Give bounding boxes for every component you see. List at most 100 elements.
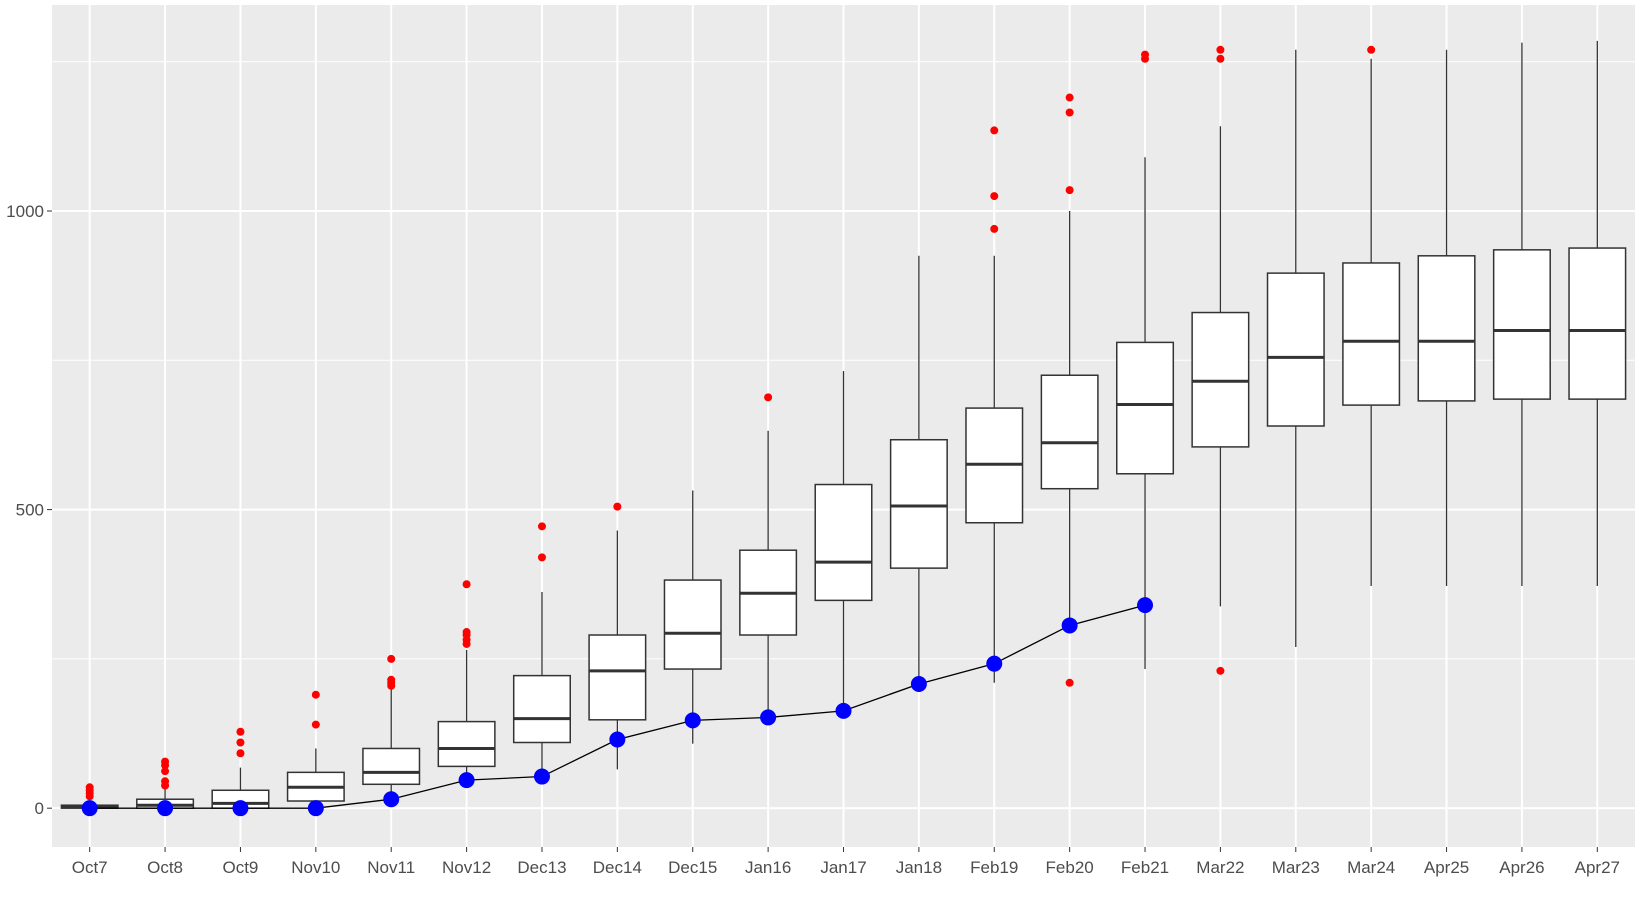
outlier-point <box>537 522 546 531</box>
box-body <box>588 634 647 721</box>
box-body <box>1568 247 1627 400</box>
box-body <box>437 720 496 768</box>
series-point <box>458 772 475 789</box>
outlier-point <box>1065 678 1074 687</box>
box-body <box>663 579 722 670</box>
series-point <box>684 712 701 729</box>
outlier-point <box>236 727 245 736</box>
axes: 0 500 1000 Oct7 Oct8 Oct9 Nov10 Nov11 Nov12 Dec13… <box>6 202 1620 877</box>
outlier-point <box>462 580 471 589</box>
box-apr25 <box>1417 49 1476 587</box>
series-point <box>307 800 324 817</box>
x-tick-label: Oct7 <box>72 858 108 877</box>
outlier-point <box>462 628 471 637</box>
outlier-point <box>1367 45 1376 54</box>
outlier-point <box>1065 93 1074 102</box>
box-jan18 <box>889 255 948 683</box>
outlier-point <box>311 720 320 729</box>
x-tick-label: Apr25 <box>1424 858 1469 877</box>
outlier-points <box>85 45 1376 801</box>
x-tick-label: Apr26 <box>1499 858 1544 877</box>
x-tick-label: Jan18 <box>896 858 942 877</box>
line-series <box>81 597 1154 817</box>
outlier-point <box>1065 108 1074 117</box>
outlier-point <box>1216 54 1225 63</box>
x-tick-label: Mar22 <box>1196 858 1244 877</box>
outlier-point <box>1216 666 1225 675</box>
outlier-point <box>764 393 773 402</box>
x-tick-label: Dec15 <box>668 858 717 877</box>
x-tick-label: Apr27 <box>1575 858 1620 877</box>
outlier-point <box>613 502 622 511</box>
box-feb19 <box>965 255 1024 683</box>
x-tick-label: Oct8 <box>147 858 183 877</box>
x-tick-label: Feb21 <box>1121 858 1169 877</box>
series-point <box>986 655 1003 672</box>
x-tick-label: Oct9 <box>222 858 258 877</box>
series-point <box>232 800 249 817</box>
outlier-point <box>85 783 94 792</box>
series-point <box>533 768 550 785</box>
series-point <box>835 702 852 719</box>
x-tick-label: Dec13 <box>517 858 566 877</box>
series-point <box>157 800 174 817</box>
y-tick-label: 500 <box>16 501 44 520</box>
box-mar24 <box>1342 58 1401 587</box>
x-tick-label: Nov12 <box>442 858 491 877</box>
box-feb20 <box>1040 211 1099 624</box>
box-nov11 <box>362 688 421 803</box>
outlier-point <box>990 192 999 201</box>
x-tick-label: Nov10 <box>291 858 340 877</box>
box-body <box>1266 272 1325 427</box>
x-tick-label: Mar24 <box>1347 858 1395 877</box>
series-point <box>383 791 400 808</box>
y-tick-label: 0 <box>35 799 44 818</box>
box-apr27 <box>1568 40 1627 587</box>
box-series <box>60 40 1627 809</box>
box-dec15 <box>663 490 722 744</box>
series-point <box>609 731 626 748</box>
outlier-point <box>311 690 320 699</box>
outlier-point <box>236 738 245 747</box>
series-point <box>760 709 777 726</box>
box-mar23 <box>1266 49 1325 647</box>
outlier-point <box>161 767 170 776</box>
box-feb21 <box>1116 157 1175 670</box>
series-point <box>1137 597 1154 614</box>
box-apr26 <box>1492 42 1551 587</box>
outlier-point <box>236 749 245 758</box>
box-jan16 <box>739 430 798 719</box>
box-body <box>814 483 873 602</box>
box-body <box>1492 249 1551 400</box>
box-dec13 <box>512 592 571 779</box>
x-tick-label: Feb20 <box>1046 858 1094 877</box>
outlier-point <box>387 654 396 663</box>
x-tick-label: Nov11 <box>367 858 415 877</box>
box-nov10 <box>286 748 345 809</box>
series-point <box>1061 617 1078 634</box>
outlier-point <box>1216 45 1225 54</box>
outlier-point <box>990 126 999 135</box>
box-body <box>1342 262 1401 406</box>
x-tick-label: Jan17 <box>820 858 866 877</box>
x-tick-label: Dec14 <box>593 858 642 877</box>
y-tick-label: 1000 <box>6 202 44 221</box>
outlier-point <box>1065 186 1074 195</box>
outlier-point <box>990 224 999 233</box>
x-tick-label: Mar23 <box>1272 858 1320 877</box>
box-mar22 <box>1191 126 1250 607</box>
outlier-point <box>161 757 170 766</box>
outlier-point <box>387 675 396 684</box>
series-point <box>81 800 98 817</box>
x-tick-label: Jan16 <box>745 858 791 877</box>
box-body <box>512 674 571 744</box>
series-point <box>910 675 927 692</box>
box-dec14 <box>588 530 647 770</box>
box-jan17 <box>814 371 873 710</box>
x-tick-label: Feb19 <box>970 858 1018 877</box>
outlier-point <box>1141 50 1150 59</box>
box-nov12 <box>437 649 496 785</box>
outlier-point <box>161 777 170 786</box>
outlier-point <box>537 553 546 562</box>
